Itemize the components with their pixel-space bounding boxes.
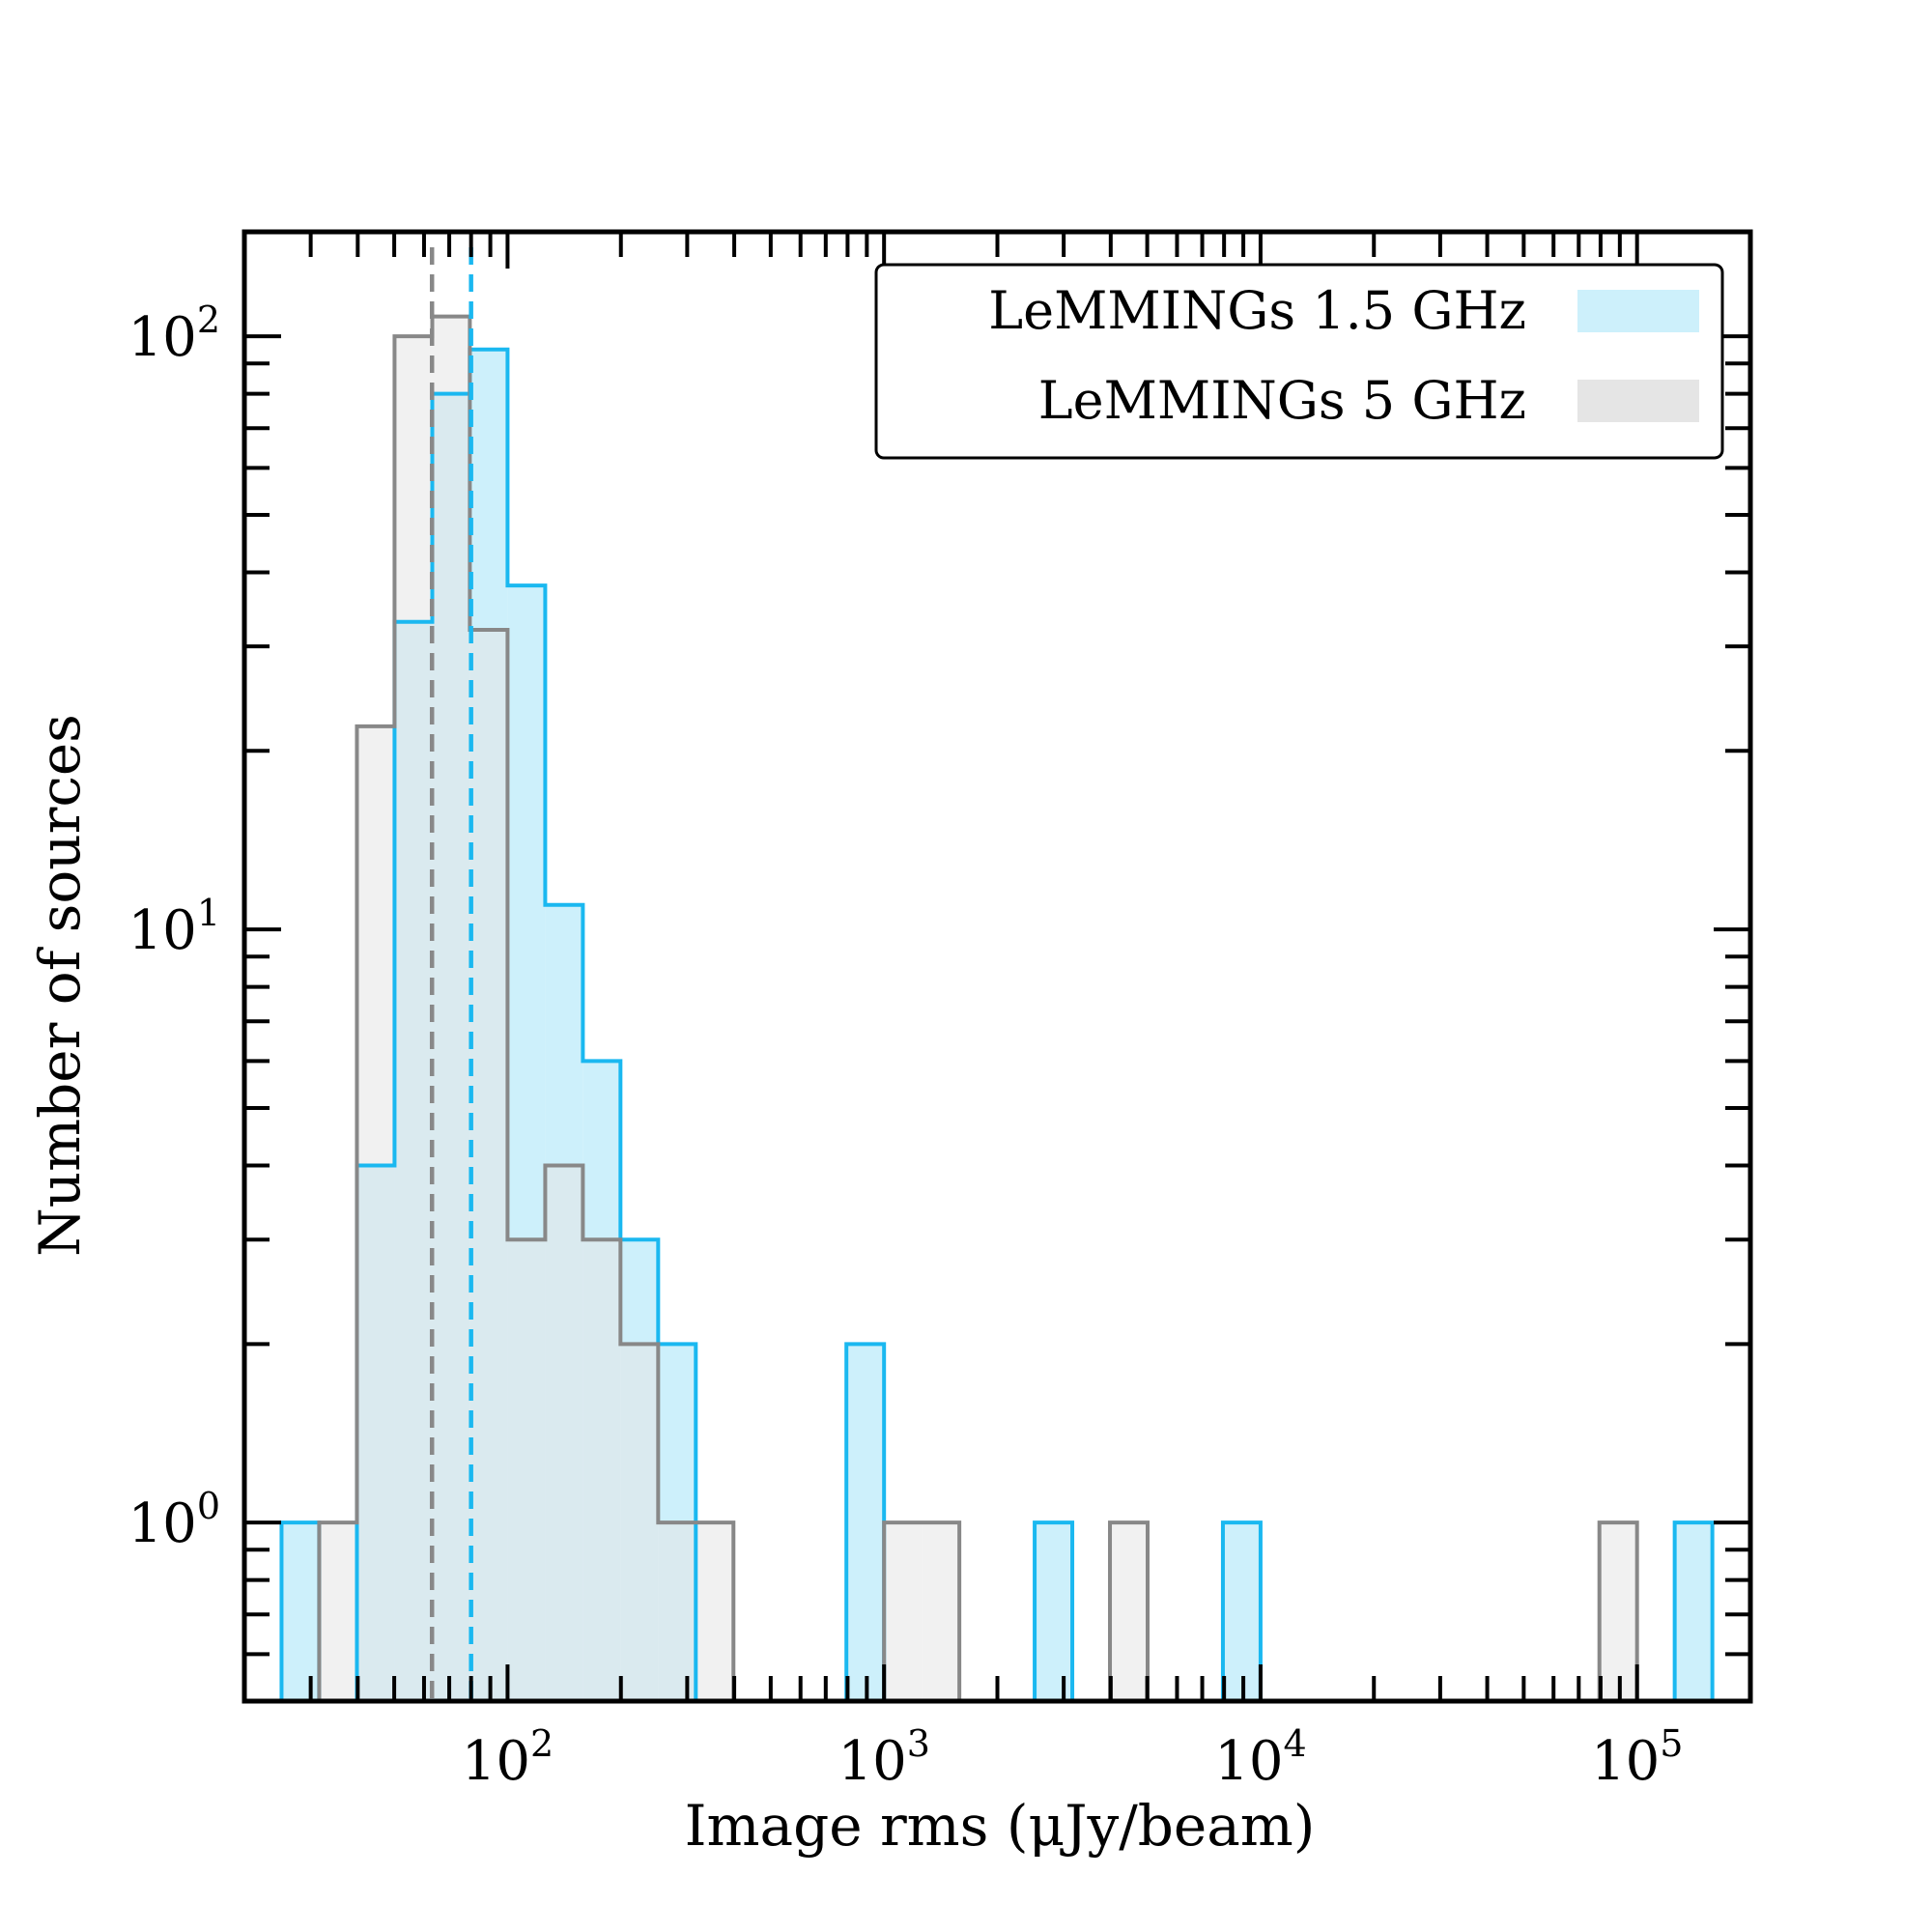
histogram-bar-cband bbox=[507, 1239, 546, 1701]
histogram-bar-lband bbox=[1222, 1522, 1261, 1701]
histogram-bar-lband bbox=[846, 1344, 885, 1701]
legend: LeMMINGs 1.5 GHz LeMMINGs 5 GHz bbox=[874, 263, 1724, 460]
x-tick-label: 102 bbox=[462, 1722, 554, 1793]
histogram-bar-cband bbox=[620, 1344, 659, 1701]
legend-label: LeMMINGs 1.5 GHz bbox=[988, 280, 1526, 341]
y-tick-label: 101 bbox=[128, 892, 220, 962]
histogram-bar-cband bbox=[545, 1165, 583, 1701]
x-tick-label: 104 bbox=[1214, 1722, 1306, 1793]
histogram-bar-cband bbox=[1110, 1522, 1148, 1701]
histogram-bar-cband bbox=[432, 316, 470, 1701]
histogram-bar-lband bbox=[281, 1522, 320, 1701]
histogram-bar-cband bbox=[696, 1522, 734, 1701]
histogram-outline-series-1 bbox=[279, 347, 1715, 1701]
x-tick-label: 103 bbox=[838, 1722, 929, 1793]
histogram-bar-cband bbox=[469, 629, 508, 1701]
y-tick-label: 102 bbox=[128, 298, 220, 369]
histogram-bar-lband bbox=[1674, 1522, 1713, 1701]
plot-clip-group bbox=[279, 247, 1715, 1701]
histogram-bar-cband bbox=[394, 336, 433, 1701]
histogram-bar-cband bbox=[582, 1239, 621, 1701]
x-tick-label: 105 bbox=[1591, 1722, 1683, 1793]
legend-box bbox=[874, 263, 1724, 460]
histogram-bar-cband bbox=[884, 1522, 923, 1701]
histogram-bar-cband bbox=[1599, 1522, 1637, 1701]
legend-swatch bbox=[1577, 290, 1699, 332]
legend-label: LeMMINGs 5 GHz bbox=[1038, 370, 1526, 431]
x-axis-label: Image rms (μJy/beam) bbox=[685, 1793, 1316, 1859]
histogram-bar-lband bbox=[1035, 1522, 1073, 1701]
histogram-bar-cband bbox=[922, 1522, 960, 1701]
histogram-bar-cband bbox=[658, 1522, 696, 1701]
histogram-bar-cband bbox=[356, 725, 395, 1701]
plot-area bbox=[279, 247, 1715, 1701]
axes: 102 103 104 105 100 101 102 bbox=[128, 229, 1753, 1793]
legend-swatch bbox=[1577, 380, 1699, 422]
y-axis-label: Number of sources bbox=[27, 714, 93, 1257]
histogram-bar-cband bbox=[319, 1522, 357, 1701]
y-tick-label: 100 bbox=[128, 1485, 220, 1555]
plot-frame bbox=[242, 229, 1753, 1704]
